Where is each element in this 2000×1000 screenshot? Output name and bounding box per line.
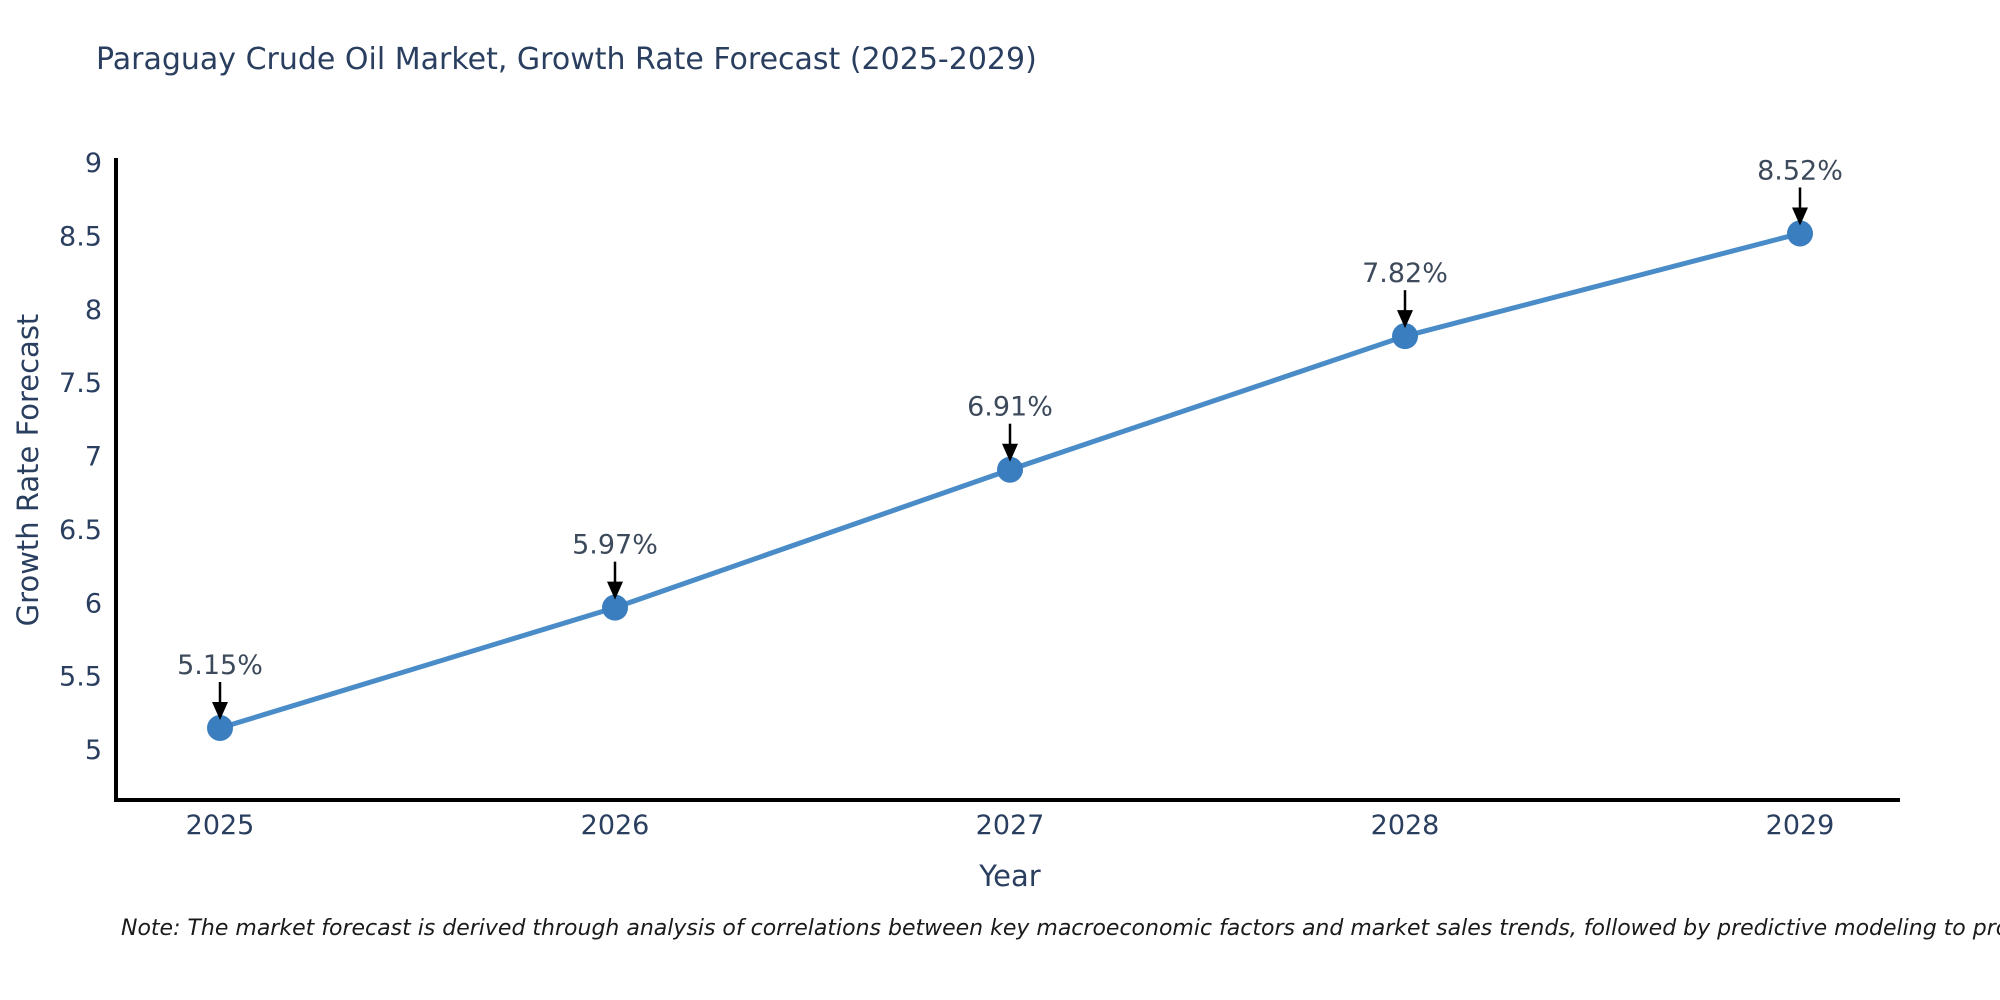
data-point-marker	[602, 594, 628, 621]
y-tick-label: 6.5	[59, 515, 102, 546]
data-point-marker	[1392, 323, 1418, 350]
annotation-label: 8.52%	[1757, 155, 1843, 186]
y-tick-label: 8	[85, 295, 102, 326]
y-tick-label: 6	[85, 588, 102, 619]
y-tick-label: 5	[85, 735, 102, 766]
annotation-arrowhead	[1397, 310, 1413, 329]
data-point-marker	[1787, 220, 1813, 247]
annotation-label: 5.97%	[572, 530, 658, 561]
y-tick-label: 9	[85, 148, 102, 179]
y-tick-label: 7	[85, 442, 102, 473]
chart-title: Paraguay Crude Oil Market, Growth Rate F…	[96, 42, 1037, 77]
x-tick-label: 2025	[186, 810, 255, 841]
annotation-label: 6.91%	[967, 392, 1053, 423]
x-axis-title: Year	[979, 859, 1041, 893]
x-tick-label: 2029	[1766, 810, 1835, 841]
annotation-arrowhead	[1002, 443, 1018, 462]
annotation-label: 5.15%	[177, 650, 263, 681]
annotation-arrowhead	[607, 581, 623, 600]
y-tick-label: 8.5	[59, 221, 102, 252]
x-tick-label: 2028	[1371, 810, 1440, 841]
y-tick-label: 5.5	[59, 662, 102, 693]
y-axis-title: Growth Rate Forecast	[11, 313, 45, 627]
y-tick-label: 7.5	[59, 368, 102, 399]
x-tick-label: 2026	[581, 810, 650, 841]
x-tick-label: 2027	[976, 810, 1045, 841]
annotation-arrowhead	[212, 701, 228, 720]
annotation-label: 7.82%	[1362, 258, 1448, 289]
data-point-marker	[997, 456, 1023, 483]
annotation-arrowhead	[1792, 207, 1808, 226]
footnote: Note: The market forecast is derived thr…	[121, 916, 2000, 941]
data-point-marker	[207, 714, 233, 741]
